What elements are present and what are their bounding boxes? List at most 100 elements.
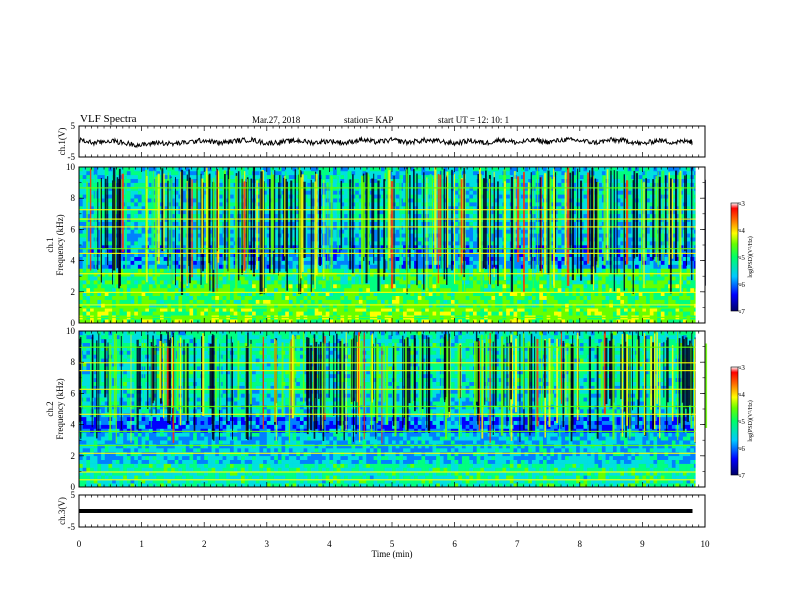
spectrogram-cell <box>579 284 584 289</box>
spectrogram-cell <box>528 268 533 273</box>
spectrogram-cell <box>148 268 153 273</box>
spectrogram-cell <box>469 245 474 250</box>
spectrogram-cell <box>528 303 533 308</box>
spectrogram-cell <box>509 319 514 324</box>
spectrogram-cell <box>517 264 522 269</box>
spectrogram-cell <box>108 245 113 250</box>
spectrogram-cell <box>229 252 234 257</box>
spectrogram-cell <box>222 291 227 296</box>
spectrogram-cell <box>388 295 393 300</box>
spectrogram-cell <box>664 280 669 285</box>
spectrogram-cell <box>653 311 658 316</box>
spectrogram-cell <box>443 303 448 308</box>
spectrogram-cell <box>528 213 533 218</box>
spectrogram-cell <box>189 303 194 308</box>
spectrogram-cell <box>185 284 190 289</box>
spectrogram-cell <box>292 245 297 250</box>
spectrogram-cell <box>417 252 422 257</box>
spectrogram-cell <box>384 217 389 222</box>
spectrogram-cell <box>130 213 135 218</box>
spectrogram-cell <box>623 284 628 289</box>
spectrogram-cell <box>498 280 503 285</box>
spectrogram-cell <box>660 319 665 324</box>
spectrogram-cell <box>454 311 459 316</box>
spectrogram-cell <box>469 264 474 269</box>
spectrogram-cell <box>119 233 124 238</box>
spectrogram-cell <box>182 213 187 218</box>
spectrogram-cell <box>101 280 106 285</box>
spectrogram-cell <box>369 248 374 254</box>
spectrogram-cell <box>193 225 198 230</box>
spectrogram-cell <box>358 209 363 215</box>
spectrogram-cell <box>218 299 223 304</box>
spectrogram-cell <box>137 260 142 265</box>
spectrogram-cell <box>469 225 474 230</box>
spectrogram-cell <box>616 319 621 324</box>
spectrogram-cell <box>193 241 198 246</box>
spectrogram-cell <box>664 252 669 257</box>
spectrogram-cell <box>119 213 124 218</box>
spectrogram-cell <box>524 311 529 316</box>
spectrogram-cell <box>218 307 223 312</box>
spectrogram-cell <box>465 319 470 324</box>
spectrogram-cell <box>303 272 308 277</box>
spectrogram-cell <box>244 287 249 293</box>
spectrogram-cell <box>557 307 562 312</box>
spectrogram-cell <box>594 307 599 312</box>
spectrogram-cell <box>119 252 124 257</box>
spectrogram-cell <box>218 272 223 277</box>
spectrogram-cell <box>480 287 485 293</box>
spectrogram-cell <box>355 276 360 281</box>
spectrogram-cell <box>218 303 223 308</box>
spectrogram-cell <box>498 272 503 277</box>
spectrogram-cell <box>414 319 419 324</box>
spectrogram-cell <box>598 256 603 261</box>
spectrogram-cell <box>130 284 135 289</box>
spectrogram-cell <box>627 248 632 254</box>
spectrogram-cell <box>104 272 109 277</box>
spectrogram-cell <box>104 252 109 257</box>
spectrogram-cell <box>605 284 610 289</box>
spectrogram-cell <box>646 237 651 242</box>
spectrogram-cell <box>156 311 161 316</box>
spectrogram-cell <box>447 229 452 234</box>
spectrogram-cell <box>211 307 216 312</box>
spectrogram-cell <box>156 295 161 300</box>
spectrogram-cell <box>248 276 253 281</box>
spectrogram-cell <box>380 217 385 222</box>
spectrogram-cell <box>395 217 400 222</box>
spectrogram-cell <box>675 241 680 246</box>
spectrogram-cell <box>130 245 135 250</box>
spectrogram-cell <box>609 284 614 289</box>
spectrogram-cell <box>174 237 179 242</box>
spectrogram-cell <box>340 260 345 265</box>
spectrogram-cell <box>86 319 91 324</box>
spectrogram-cell <box>495 237 500 242</box>
spectrogram-cell <box>314 307 319 312</box>
spectrogram-cell <box>550 233 555 238</box>
spectrogram-cell <box>134 299 139 304</box>
spectrogram-cell <box>557 299 562 304</box>
spectrogram-cell <box>675 299 680 304</box>
spectrogram-cell <box>550 319 555 324</box>
spectrogram-cell <box>134 209 139 215</box>
spectrogram-cell <box>605 295 610 300</box>
spectrogram-cell <box>653 276 658 281</box>
spectrogram-cell <box>432 295 437 300</box>
spectrogram-cell <box>638 319 643 324</box>
spectrogram-cell <box>148 307 153 312</box>
spectrogram-cell <box>671 299 676 304</box>
spectrogram-cell <box>439 311 444 316</box>
spectrogram-cell <box>572 241 577 246</box>
spectrogram-cell <box>310 307 315 312</box>
spectrogram-cell <box>292 209 297 215</box>
spectrogram-cell <box>388 319 393 324</box>
spectrogram-cell <box>241 233 245 238</box>
spectrogram-cell <box>119 248 124 254</box>
spectrogram-cell <box>130 303 135 308</box>
spectrogram-cell <box>134 237 139 242</box>
spectrogram-cell <box>491 225 496 230</box>
spectrogram-cell <box>417 272 422 277</box>
spectrogram-cell <box>218 260 223 265</box>
spectrogram-cell <box>90 299 95 304</box>
